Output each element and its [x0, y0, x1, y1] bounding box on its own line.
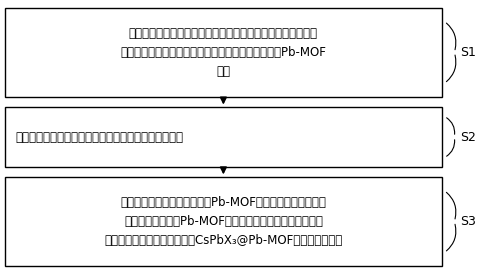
Text: 在超声震荡搅拌的条件下，将硝酸铅溶液滴加到均苯三甲酸溶
液中，继续超声震荡搅拌，抽滤，洗涤，烘干，得到Pb-MOF
粉末: 在超声震荡搅拌的条件下，将硝酸铅溶液滴加到均苯三甲酸溶 液中，继续超声震荡搅拌，… [120, 27, 326, 78]
Text: S3: S3 [459, 215, 475, 228]
Text: 将卤化铯粉末溶解在甲醇中，加热得到卤化铯甲醇溶液: 将卤化铯粉末溶解在甲醇中，加热得到卤化铯甲醇溶液 [15, 130, 183, 144]
Text: 在超声震荡搅拌的条件下，将Pb-MOF粉末分散在甲苯中，将
卤化铯溶液滴加到Pb-MOF甲苯分散液中，继续超声震荡搅
拌，离心，洗涤，干燥，得到CsPbX₃@P: 在超声震荡搅拌的条件下，将Pb-MOF粉末分散在甲苯中，将 卤化铯溶液滴加到Pb… [104, 196, 342, 247]
Bar [5, 177, 441, 266]
Bar [5, 8, 441, 97]
Bar [5, 107, 441, 167]
Text: S1: S1 [459, 46, 475, 59]
Text: S2: S2 [459, 130, 475, 144]
